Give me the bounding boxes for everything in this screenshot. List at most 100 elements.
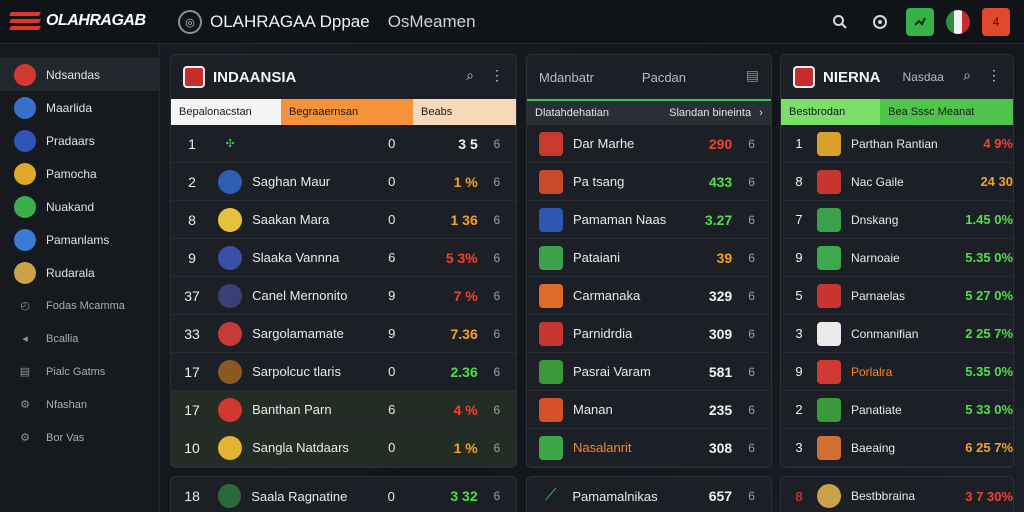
extra-value: 6 bbox=[748, 402, 755, 417]
extra-value: 6 bbox=[748, 174, 755, 189]
table-row[interactable]: 9 Narnoaie 5.35 0% bbox=[781, 239, 1013, 277]
extra-value: 6 bbox=[748, 136, 755, 151]
table-row[interactable]: 8 Nac Gaile 24 30 bbox=[781, 163, 1013, 201]
table-row[interactable]: Parnidrdia 309 6 bbox=[527, 315, 771, 353]
sidebar-item[interactable]: ◴ Fodas Mcamma bbox=[0, 289, 159, 322]
played-count: 0 bbox=[388, 364, 396, 379]
column-header[interactable]: Bea Sssc Meanat bbox=[880, 99, 1013, 125]
table-row[interactable]: 10 Sangla Natdaars 0 1 % 6 bbox=[171, 429, 516, 467]
team-name: Dar Marhe bbox=[573, 136, 635, 151]
sidebar-item[interactable]: Pamanlams bbox=[0, 223, 159, 256]
team-badge-icon bbox=[817, 169, 841, 194]
column-header[interactable]: Dlatahdehatian bbox=[535, 107, 610, 119]
table-row[interactable]: Carmanaka 329 6 bbox=[527, 277, 771, 315]
sidebar-item[interactable]: Pradaars bbox=[0, 124, 159, 157]
table-row[interactable]: Pa tsang 433 6 bbox=[527, 163, 771, 201]
points-value: 5.35 0% bbox=[965, 364, 1013, 379]
column-header[interactable]: Slandan bineinta bbox=[669, 107, 752, 119]
table-row[interactable]: 1 ✣ 0 3 5 6 bbox=[171, 125, 516, 163]
league-emblem-icon: ◎ bbox=[178, 10, 202, 34]
team-name: Pasrai Varam bbox=[573, 364, 651, 379]
sidebar-item-label: Nuakand bbox=[46, 199, 95, 214]
panel-1-next-row[interactable]: 18 Saala Ragnatine 0 3 32 6 bbox=[170, 476, 517, 512]
team-name: Sarpolcuc tlaris bbox=[252, 364, 341, 379]
table-row[interactable]: 5 Parnaelas 5 27 0% bbox=[781, 277, 1013, 315]
table-row[interactable]: 3 Conmanifian 2 25 7% bbox=[781, 315, 1013, 353]
sidebar-item[interactable]: Rudarala bbox=[0, 256, 159, 289]
points-value: 2 25 7% bbox=[965, 326, 1013, 341]
column-header[interactable]: Beabs bbox=[413, 99, 516, 125]
column-header[interactable]: Bepalonacstan bbox=[171, 99, 281, 125]
team-name: Dnskang bbox=[851, 212, 899, 227]
table-row[interactable]: 3 Baeaing 6 25 7% bbox=[781, 429, 1013, 467]
sidebar-item[interactable]: ▤ Pialc Gatms bbox=[0, 355, 159, 388]
table-row[interactable]: 37 Canel Mernonito 9 7 % 6 bbox=[171, 277, 516, 315]
table-row[interactable]: 2 Panatiate 5 33 0% bbox=[781, 391, 1013, 429]
table-row[interactable]: Pamaman Naas 3.27 6 bbox=[527, 201, 771, 239]
team-badge-icon bbox=[218, 169, 243, 194]
sidebar-item-label: Pradaars bbox=[46, 133, 95, 148]
panel-2-next-row[interactable]: ⟋ Pamamalnikas 657 6 bbox=[526, 476, 772, 512]
table-row[interactable]: 9 Porlalra 5.35 0% bbox=[781, 353, 1013, 391]
points-value: 3 5 bbox=[458, 135, 478, 152]
table-row[interactable]: 1 Parthan Rantian 4 9% bbox=[781, 125, 1013, 163]
row-rank: 17 bbox=[184, 363, 200, 380]
header-title-group: ◎ OLAHRAGAA Dppae OsMeamen bbox=[178, 9, 476, 35]
row-rank: 8 bbox=[795, 488, 803, 504]
chart-icon[interactable]: ▤ bbox=[745, 67, 759, 83]
column-header[interactable]: Bestbrodan bbox=[781, 99, 881, 125]
sidebar-item[interactable]: ⚙ Bor Vas bbox=[0, 421, 159, 454]
table-row[interactable]: 7 Dnskang 1.45 0% bbox=[781, 201, 1013, 239]
points-value: 1 36 bbox=[450, 211, 478, 228]
table-row[interactable]: 2 Saghan Maur 0 1 % 6 bbox=[171, 163, 516, 201]
search-icon[interactable] bbox=[826, 8, 854, 36]
row-rank: 37 bbox=[184, 287, 200, 304]
more-menu-icon[interactable]: ⋮ bbox=[987, 67, 1001, 83]
row-rank: 9 bbox=[188, 249, 196, 266]
sidebar-item[interactable]: ◂ Bcallia bbox=[0, 322, 159, 355]
points-value: 5 33 0% bbox=[965, 402, 1013, 417]
sidebar-item[interactable]: Maarlida bbox=[0, 91, 159, 124]
table-row[interactable]: 8 Saakan Mara 0 1 36 6 bbox=[171, 201, 516, 239]
table-row[interactable]: Dar Marhe 290 6 bbox=[527, 125, 771, 163]
sidebar-item[interactable]: ⚙ Nfashan bbox=[0, 388, 159, 421]
standings-panel-1: INDAANSIA ⌕ ⋮ Bepalonacstan Begraaernsan… bbox=[170, 54, 517, 468]
team-name: Pa tsang bbox=[573, 174, 625, 189]
column-header[interactable]: Begraaernsan bbox=[281, 99, 413, 125]
table-row[interactable]: Pasrai Varam 581 6 bbox=[527, 353, 771, 391]
ball-icon bbox=[14, 261, 36, 284]
panel-2-column-headers: Dlatahdehatian Slandan bineinta › bbox=[527, 99, 771, 125]
team-badge-icon bbox=[539, 321, 563, 346]
table-row[interactable]: 17 Banthan Parn 6 4 % 6 bbox=[171, 391, 516, 429]
notification-icon[interactable]: 4 bbox=[982, 8, 1010, 36]
sidebar-item[interactable]: Nuakand bbox=[0, 190, 159, 223]
table-row[interactable]: Pataiani 39 6 bbox=[527, 239, 771, 277]
table-row[interactable]: 33 Sargolamamate 9 7.36 6 bbox=[171, 315, 516, 353]
extra-value: 6 bbox=[493, 250, 501, 265]
extra-value: 6 bbox=[493, 440, 501, 455]
sidebar-item[interactable]: Ndsandas bbox=[0, 58, 159, 91]
chevron-right-icon[interactable]: › bbox=[759, 107, 763, 119]
search-icon[interactable]: ⌕ bbox=[963, 67, 971, 83]
team-name: Conmanifian bbox=[851, 326, 919, 341]
team-badge-icon bbox=[539, 283, 563, 308]
panel-1-rows: 1 ✣ 0 3 5 6 2 Saghan Maur 0 1 % 6 8 Saakan Mara 0 1 3… bbox=[171, 125, 516, 467]
search-icon[interactable]: ⌕ bbox=[466, 67, 474, 83]
sidebar-item[interactable]: Pamocha bbox=[0, 157, 159, 190]
table-row[interactable]: Manan 235 6 bbox=[527, 391, 771, 429]
green-action-icon[interactable] bbox=[906, 8, 934, 36]
points-value: 235 bbox=[708, 401, 733, 418]
table-row[interactable]: 17 Sarpolcuc tlaris 0 2.36 6 bbox=[171, 353, 516, 391]
app-logo[interactable]: OLAHRAGAB bbox=[9, 9, 155, 33]
flag-icon[interactable] bbox=[946, 10, 970, 34]
points-value: 5 27 0% bbox=[965, 288, 1013, 303]
table-row[interactable]: Nasalanrit 308 6 bbox=[527, 429, 771, 467]
more-menu-icon[interactable]: ⋮ bbox=[490, 67, 504, 83]
panel-3-next-row[interactable]: 8 Bestbbraina 3 7 30% bbox=[780, 476, 1014, 512]
sidebar-item-label: Rudarala bbox=[46, 265, 95, 280]
logo-mark-icon bbox=[9, 10, 41, 32]
settings-icon[interactable] bbox=[866, 8, 894, 36]
green-crest-icon bbox=[14, 195, 36, 218]
table-row[interactable]: 9 Slaaka Vannna 6 5 3% 6 bbox=[171, 239, 516, 277]
